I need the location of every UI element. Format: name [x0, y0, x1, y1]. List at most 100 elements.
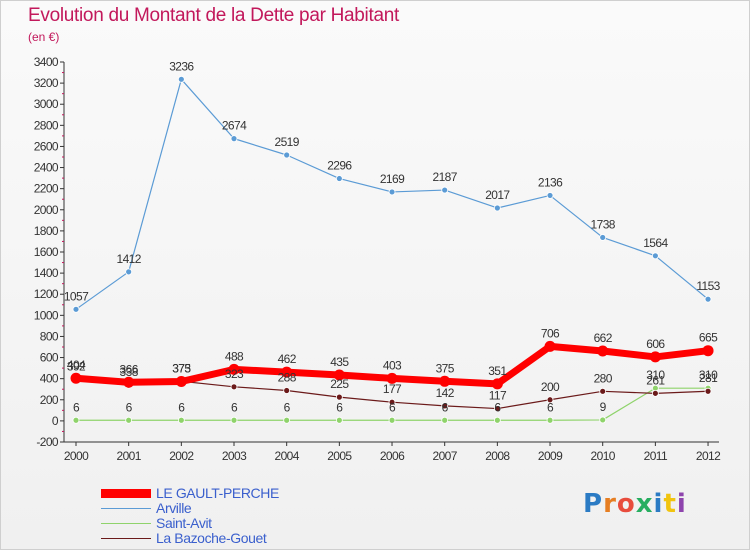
data-label-arville: 2296 — [327, 159, 352, 173]
y-tick-label: 1800 — [34, 224, 59, 238]
x-axis-ticks: 2000 2001 2002 2003 2004 2005 2006 2007 2008 2009… — [64, 442, 722, 463]
data-point-arville — [493, 204, 501, 212]
data-label-arville: 1738 — [591, 217, 616, 231]
legend-swatch — [101, 538, 151, 539]
data-label-la-bazoche-gouet: 323 — [225, 367, 244, 381]
data-point-saint-avit — [125, 416, 133, 424]
data-labels: 404 366 373 488 462 435 403 375 351 706 662 606 665 1… — [64, 59, 721, 414]
data-point-saint-avit — [72, 416, 80, 424]
data-label-saint-avit: 310 — [646, 368, 665, 382]
y-tick-label: 800 — [40, 329, 59, 343]
legend-swatch — [101, 508, 151, 509]
data-point-la-bazoche-gouet — [546, 396, 554, 404]
data-point-saint-avit — [388, 416, 396, 424]
data-point-la-bazoche-gouet — [493, 405, 501, 412]
x-tick-label: 2010 — [591, 449, 616, 463]
data-point-la-bazoche-gouet — [388, 398, 396, 406]
data-point-le-gault-perche — [597, 345, 609, 357]
data-point-la-bazoche-gouet — [283, 387, 291, 394]
x-tick-label: 2003 — [222, 449, 247, 463]
data-label-le-gault-perche: 351 — [488, 364, 507, 378]
y-tick-label: 3400 — [34, 55, 59, 69]
data-point-le-gault-perche — [439, 375, 451, 387]
data-label-arville: 1564 — [643, 236, 668, 250]
data-point-arville — [177, 75, 185, 83]
y-axis-ticks: -200 0 200 400 600 800 1000 1200 1400 1600 1800 200… — [34, 55, 64, 449]
data-label-le-gault-perche: 435 — [330, 355, 349, 369]
data-point-saint-avit — [546, 416, 554, 424]
data-point-arville — [704, 295, 712, 303]
data-point-saint-avit — [230, 416, 238, 424]
legend-label: Saint-Avit — [156, 515, 212, 531]
y-tick-label: 1200 — [34, 287, 59, 301]
data-point-saint-avit — [599, 416, 607, 424]
data-label-saint-avit: 6 — [231, 400, 238, 414]
y-tick-label: 2000 — [34, 203, 59, 217]
y-tick-label: 1000 — [34, 308, 59, 322]
data-label-le-gault-perche: 462 — [278, 352, 297, 366]
data-label-arville: 2017 — [485, 188, 510, 202]
data-point-saint-avit — [493, 416, 501, 424]
x-tick-label: 2001 — [117, 449, 142, 463]
data-label-le-gault-perche: 665 — [699, 331, 718, 345]
data-label-saint-avit: 6 — [547, 400, 554, 414]
x-tick-label: 2008 — [485, 449, 510, 463]
x-tick-label: 2004 — [275, 449, 300, 463]
data-label-arville: 1153 — [696, 279, 720, 293]
y-tick-label: 3200 — [34, 76, 59, 90]
data-label-arville: 3236 — [169, 59, 194, 73]
legend-label: La Bazoche-Gouet — [156, 530, 267, 546]
data-label-saint-avit: 6 — [284, 400, 291, 414]
x-tick-label: 2011 — [644, 449, 668, 463]
data-point-le-gault-perche — [544, 340, 556, 352]
data-label-le-gault-perche: 375 — [436, 361, 455, 375]
data-point-la-bazoche-gouet — [441, 402, 449, 410]
logo-letter: x — [635, 489, 654, 519]
data-label-saint-avit: 6 — [73, 400, 80, 414]
data-point-arville — [651, 252, 659, 260]
data-label-saint-avit: 6 — [126, 400, 133, 414]
data-point-le-gault-perche — [123, 376, 135, 388]
data-point-le-gault-perche — [702, 345, 714, 357]
data-point-la-bazoche-gouet — [651, 389, 659, 397]
data-label-la-bazoche-gouet: 280 — [594, 371, 613, 385]
logo-letter: P — [583, 489, 604, 519]
data-point-la-bazoche-gouet — [335, 393, 343, 401]
x-tick-label: 2009 — [538, 449, 563, 463]
data-point-la-bazoche-gouet — [704, 387, 712, 395]
logo-letter: i — [676, 489, 687, 519]
data-point-arville — [283, 151, 291, 159]
data-label-saint-avit: 6 — [442, 400, 449, 414]
data-point-saint-avit — [177, 416, 185, 424]
data-point-la-bazoche-gouet — [599, 387, 607, 395]
data-point-la-bazoche-gouet — [230, 383, 238, 391]
x-tick-label: 2002 — [169, 449, 194, 463]
logo-letter: o — [616, 489, 636, 519]
logo-letter: r — [603, 489, 617, 519]
legend-label: LE GAULT-PERCHE — [156, 485, 279, 501]
data-point-saint-avit — [283, 416, 291, 424]
data-point-le-gault-perche — [649, 351, 661, 363]
data-label-arville: 2674 — [222, 119, 247, 133]
data-point-arville — [230, 135, 238, 143]
data-label-le-gault-perche: 373 — [172, 362, 191, 376]
legend-label: Arville — [156, 500, 192, 516]
data-point-le-gault-perche — [386, 372, 398, 384]
data-point-le-gault-perche — [175, 376, 187, 388]
data-label-la-bazoche-gouet: 200 — [541, 380, 560, 394]
data-point-le-gault-perche — [333, 369, 345, 381]
data-label-la-bazoche-gouet: 338 — [120, 365, 139, 379]
data-point-arville — [441, 186, 449, 194]
x-tick-label: 2006 — [380, 449, 405, 463]
x-tick-label: 2007 — [433, 449, 458, 463]
data-label-arville: 2169 — [380, 172, 405, 186]
data-point-arville — [546, 192, 554, 199]
chart-title: Evolution du Montant de la Dette par Hab… — [28, 5, 399, 26]
data-point-le-gault-perche — [228, 363, 240, 375]
data-point-le-gault-perche — [70, 372, 82, 384]
data-label-saint-avit: 310 — [699, 368, 718, 382]
data-label-la-bazoche-gouet: 225 — [330, 377, 349, 391]
data-point-arville — [125, 268, 133, 276]
